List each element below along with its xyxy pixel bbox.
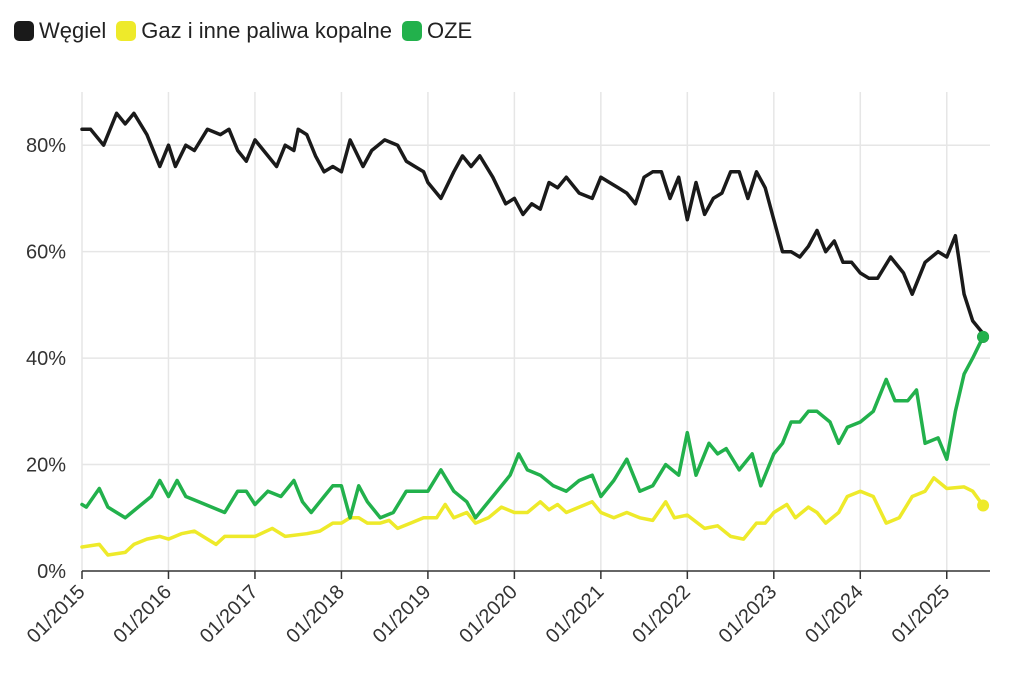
x-tick-label: 01/2025 [888, 581, 955, 648]
series-line-coal [80, 111, 985, 339]
end-marker-gas [977, 499, 990, 512]
x-tick-label: 01/2020 [455, 581, 522, 648]
y-tick-label: 60% [26, 242, 66, 264]
x-tick-label: 01/2024 [801, 581, 868, 648]
x-tick-label: 01/2023 [715, 581, 782, 648]
chart-legend: Węgiel Gaz i inne paliwa kopalne OZE [14, 18, 472, 44]
y-axis-labels: 0% 20% 40% 60% 80% [26, 135, 66, 583]
legend-item-res[interactable]: OZE [401, 18, 473, 44]
series-lines [80, 111, 985, 557]
x-axis [81, 570, 990, 579]
legend-label-res: OZE [426, 18, 473, 43]
x-axis-labels: 01/2015 01/2016 01/2017 01/2018 01/2019 01/20… [23, 581, 954, 648]
grid-lines [81, 92, 990, 571]
legend-swatch-gas [116, 21, 137, 41]
legend-swatch-res [401, 21, 422, 41]
end-marker-oze [977, 330, 990, 343]
x-tick-label: 01/2015 [23, 581, 90, 648]
x-tick-label: 01/2022 [628, 581, 695, 648]
series-line-gas [80, 476, 985, 557]
end-markers [977, 330, 990, 512]
x-tick-label: 01/2017 [196, 581, 263, 648]
legend-swatch-coal [14, 21, 34, 41]
x-tick-label: 01/2021 [542, 581, 609, 648]
series-line-oze [80, 335, 985, 520]
x-tick-label: 01/2018 [282, 581, 349, 648]
y-tick-label: 80% [26, 135, 66, 157]
x-tick-label: 01/2016 [109, 581, 176, 648]
x-tick-label: 01/2019 [369, 581, 436, 648]
legend-item-gas[interactable]: Gaz i inne paliwa kopalne [116, 18, 392, 44]
y-tick-label: 40% [26, 348, 66, 370]
legend-item-coal[interactable]: Węgiel [14, 18, 106, 44]
y-tick-label: 20% [26, 455, 66, 477]
legend-label-gas: Gaz i inne paliwa kopalne [141, 18, 392, 43]
legend-label-coal: Węgiel [39, 18, 107, 43]
y-tick-label: 0% [37, 561, 66, 583]
